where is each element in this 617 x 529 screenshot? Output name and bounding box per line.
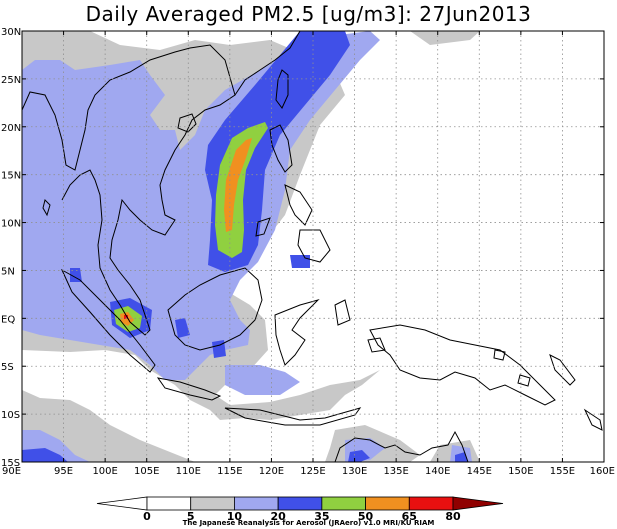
longitude-labels: 90E 95E 100E 105E 110E 115E 120E 125E 130E 135E 14…: [2, 466, 615, 477]
colorbar-label: 80: [445, 510, 461, 523]
colorbar: 0 5 10 20 35 50 65 80: [96, 496, 504, 523]
colorbar-box: [365, 496, 410, 511]
colorbar-over-triangle: [452, 496, 504, 511]
colorbar-under-triangle: [96, 496, 148, 511]
lon-tick-label: 105E: [134, 466, 159, 477]
lon-tick-label: 115E: [217, 466, 242, 477]
colorbar-box: [146, 496, 192, 511]
colorbar-box: [277, 496, 323, 511]
lon-tick-label: 150E: [508, 466, 533, 477]
colorbar-box: [408, 496, 454, 511]
concentration-field: [22, 31, 604, 462]
map-title: Daily Averaged PM2.5 [ug/m3]: 27Jun2013: [85, 2, 532, 26]
coastlines: [22, 31, 603, 462]
colorbar-label: 20: [270, 510, 286, 523]
colorbar-label: 5: [187, 510, 195, 523]
colorbar-label: 65: [402, 510, 417, 523]
lat-tick-label: 25N: [1, 75, 21, 86]
lon-tick-label: 125E: [300, 466, 325, 477]
colorbar-box: [190, 496, 235, 511]
lat-tick-label: 10S: [1, 410, 20, 421]
lat-tick-label: 5S: [1, 362, 14, 373]
lon-tick-label: 95E: [54, 466, 73, 477]
colorbar-label: 10: [227, 510, 243, 523]
colorbar-box: [321, 496, 366, 511]
lon-tick-label: 110E: [176, 466, 201, 477]
lon-tick-label: 135E: [383, 466, 408, 477]
lon-tick-label: 130E: [342, 466, 367, 477]
colorbar-box: [234, 496, 279, 511]
lat-tick-label: 30N: [1, 27, 21, 38]
lat-tick-label: 15S: [1, 458, 20, 469]
latitude-labels: 30N 25N 20N 15N 10N 5N EQ 5S 10S 15S: [1, 27, 21, 469]
lat-tick-label: 20N: [1, 123, 21, 134]
lon-tick-label: 160E: [590, 466, 615, 477]
axis-ticks: [21, 30, 605, 463]
colorbar-label: 35: [314, 510, 329, 523]
colorbar-label: 0: [143, 510, 151, 523]
lat-tick-label: 15N: [1, 171, 21, 182]
colorbar-label: 50: [358, 510, 374, 523]
credit-text: The Japanese Reanalysis for Aerosol (JRA…: [182, 519, 435, 527]
lon-tick-label: 140E: [425, 466, 450, 477]
lon-tick-label: 100E: [92, 466, 117, 477]
lon-tick-label: 120E: [259, 466, 284, 477]
lat-tick-label: 10N: [1, 219, 21, 230]
lon-tick-label: 155E: [550, 466, 575, 477]
lat-tick-label: 5N: [1, 266, 15, 277]
lon-tick-label: 90E: [2, 466, 21, 477]
lon-tick-label: 145E: [467, 466, 492, 477]
level-65-80-region: [124, 315, 128, 319]
lat-tick-label: EQ: [1, 314, 15, 325]
